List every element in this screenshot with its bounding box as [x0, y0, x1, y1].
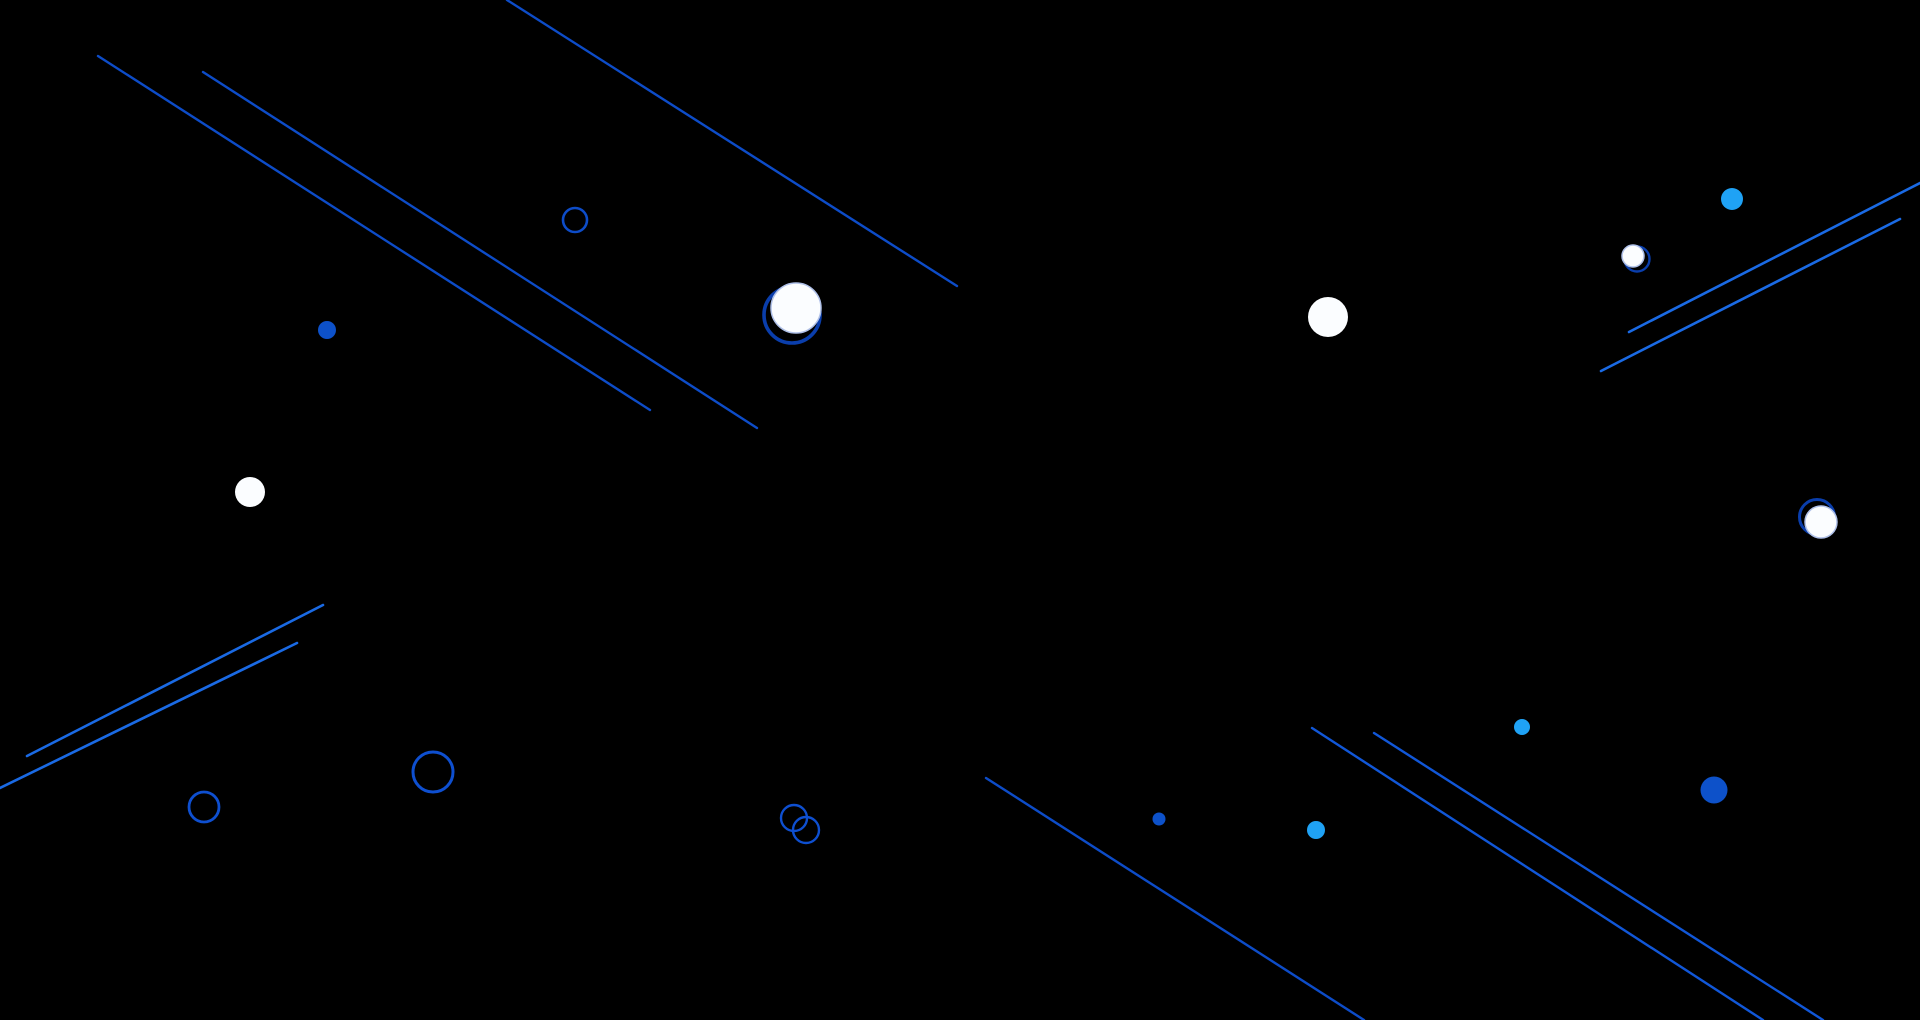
- white-circle-plain-left: [235, 477, 265, 507]
- diagonal-line-topleft-line-1: [96, 54, 652, 412]
- bright-dot-bottom-mid: [1307, 821, 1325, 839]
- bright-dot-right: [1514, 719, 1530, 735]
- dark-dot-bottom-right: [1700, 776, 1728, 804]
- dark-dot-upper-left: [318, 321, 336, 339]
- white-circle-plain-center: [1308, 297, 1348, 337]
- outline-circle-bottomleft: [187, 790, 221, 824]
- outline-circle-overlap-b: [791, 815, 821, 845]
- outline-circle-small-top: [561, 206, 589, 234]
- diagonal-line-topright-line-2: [1599, 217, 1902, 373]
- diagonal-line-topright-line-1: [1627, 181, 1920, 334]
- outline-circle-mid-left: [411, 750, 455, 794]
- diagonal-line-bottomright-line-1: [1310, 726, 1765, 1020]
- white-circle-ringed-large: [770, 282, 822, 334]
- diagonal-line-topcenter-line: [505, 0, 959, 288]
- bright-dot-top-right: [1721, 188, 1743, 210]
- diagonal-line-bottomleft-line-1: [25, 603, 325, 758]
- diagonal-line-bottomleft-line-2: [0, 641, 299, 790]
- dark-dot-bottom-center: [1152, 812, 1166, 826]
- diagonal-line-bottomcenter-line: [984, 776, 1366, 1020]
- diagonal-line-topleft-line-2: [201, 70, 759, 430]
- white-circle-ringed-right: [1804, 505, 1838, 539]
- diagonal-line-bottomright-line-2: [1372, 731, 1825, 1020]
- white-circle-ringed-small: [1621, 244, 1645, 268]
